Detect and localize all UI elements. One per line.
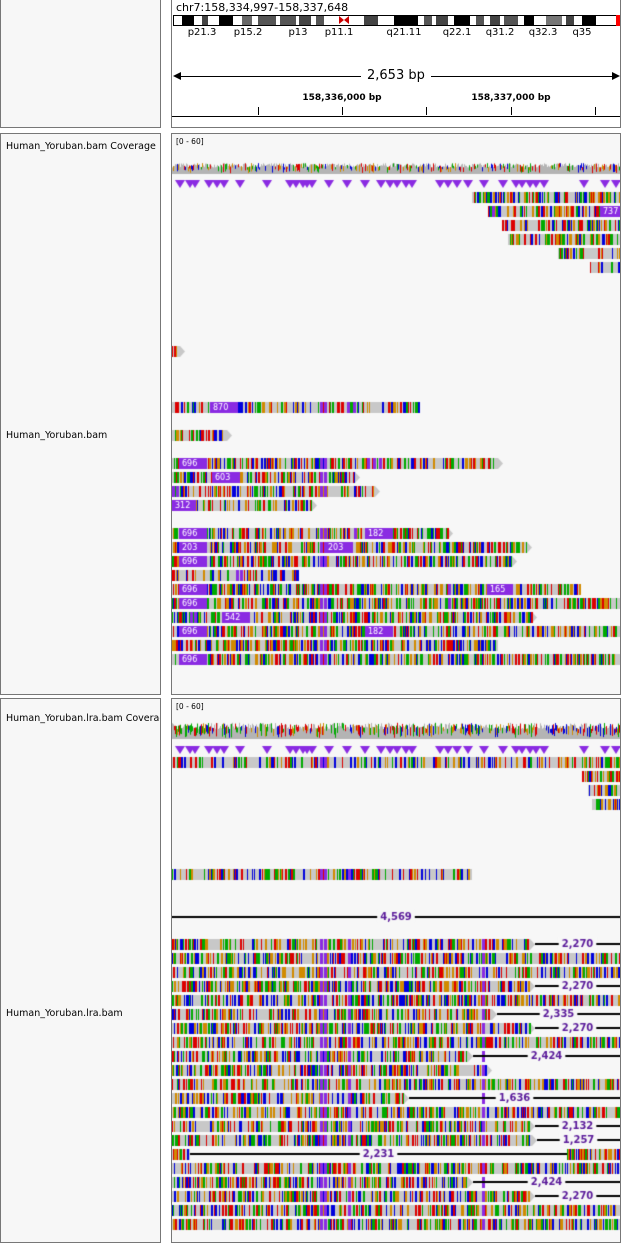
ruler-tick [511,107,512,115]
chromosome-ideogram[interactable] [173,15,620,26]
band-label: p11.1 [324,27,354,38]
span-arrow-left [173,72,181,80]
current-region-marker [616,15,620,26]
ruler-tick [426,107,427,115]
span-arrow-right [612,72,620,80]
track-name-alignment-2[interactable]: Human_Yoruban.lra.bam [6,1008,123,1019]
ruler-panel[interactable]: chr7:158,334,997-158,337,648 p21.3 p15.2… [171,0,621,128]
band-label: p21.3 [187,27,217,38]
band-label: p15.2 [233,27,263,38]
track-names-panel-1[interactable]: Human_Yoruban.bam Coverage Human_Yoruban… [0,133,161,695]
band-label: q32.3 [528,27,558,38]
band-label: p13 [288,27,308,38]
ruler-tick [258,107,259,115]
band-label: q22.1 [442,27,472,38]
coverage-range-1: [0 - 60] [176,137,204,146]
track-name-coverage-2[interactable]: Human_Yoruban.lra.bam Coverage [6,713,161,724]
band-label: q31.2 [485,27,515,38]
alignment-canvas-1[interactable] [172,134,620,694]
coverage-range-2: [0 - 60] [176,702,204,711]
ruler-tick-label: 158,336,000 bp [302,93,382,103]
span-label: 2,653 bp [361,68,431,83]
header-name-panel [0,0,161,128]
ruler-tick [595,107,596,115]
centromere-marker [339,16,344,24]
track-data-panel-1[interactable]: [0 - 60] [171,133,621,695]
band-label: q35 [572,27,592,38]
band-label: q21.11 [386,27,422,38]
alignment-canvas-2[interactable] [172,699,620,1242]
ruler-baseline [172,116,620,117]
track-data-panel-2[interactable]: [0 - 60] [171,698,621,1243]
track-names-panel-2[interactable]: Human_Yoruban.lra.bam Coverage Human_Yor… [0,698,161,1243]
track-name-alignment-1[interactable]: Human_Yoruban.bam [6,430,108,441]
track-name-coverage-1[interactable]: Human_Yoruban.bam Coverage [6,141,156,152]
ruler-tick-label: 158,337,000 bp [471,93,551,103]
ruler-tick [342,107,343,115]
locus-label: chr7:158,334,997-158,337,648 [176,1,349,14]
